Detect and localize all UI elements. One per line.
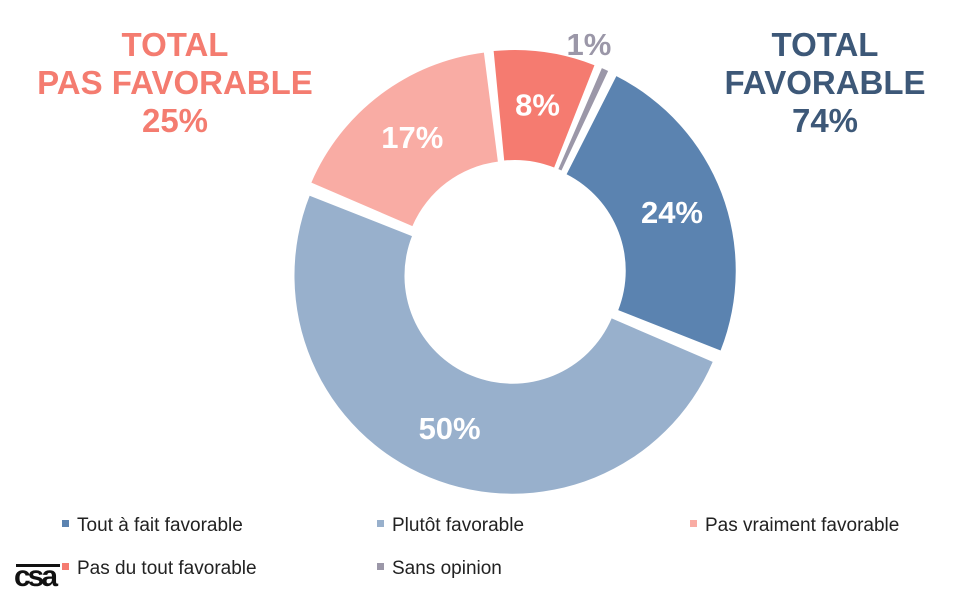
slice-plutot-favorable [294,195,713,494]
legend-label: Pas vraiment favorable [705,515,900,536]
legend-label: Sans opinion [392,558,502,579]
total-unfavorable-line2: PAS FAVORABLE [37,64,313,101]
data-label-pas-du-tout-favorable: 8% [515,88,560,123]
legend-item-tout-a-fait-favorable: Tout à fait favorable [62,515,243,537]
legend-swatch [377,563,384,571]
slice-sans-opinion [558,68,609,171]
data-label-plutot-favorable: 50% [419,411,481,446]
slice-pas-vraiment-favorable [311,52,498,227]
legend-label: Tout à fait favorable [77,515,243,536]
legend-item-sans-opinion: Sans opinion [377,558,502,580]
total-favorable-line1: TOTAL [771,26,879,63]
legend-swatch [62,520,69,528]
legend-item-pas-du-tout-favorable: Pas du tout favorable [62,558,257,580]
legend-label: Pas du tout favorable [77,558,257,579]
legend-label: Plutôt favorable [392,515,525,536]
data-label-sans-opinion: 1% [567,27,612,62]
slice-tout-a-fait-favorable [566,76,736,351]
legend-item-plutot-favorable: Plutôt favorable [377,515,524,537]
total-favorable-value: 74% [791,102,859,139]
slice-pas-du-tout-favorable [493,50,595,168]
legend-swatch [377,520,384,528]
total-unfavorable: TOTAL PAS FAVORABLE 25% [15,26,335,140]
total-unfavorable-line1: TOTAL [121,26,229,63]
donut-chart: 24% 50% 17% 8%1% [294,27,736,494]
legend-item-pas-vraiment-favorable: Pas vraiment favorable [690,515,899,537]
data-label-tout-a-fait-favorable: 24% [641,195,703,230]
legend-swatch [62,563,69,571]
csa-logo: csa [14,560,64,594]
data-label-pas-vraiment-favorable: 17% [381,120,443,155]
total-favorable-line2: FAVORABLE [724,64,926,101]
logo-bar [16,564,60,567]
total-unfavorable-value: 25% [141,102,209,139]
legend-swatch [690,520,697,528]
total-favorable: TOTAL FAVORABLE 74% [700,26,950,140]
